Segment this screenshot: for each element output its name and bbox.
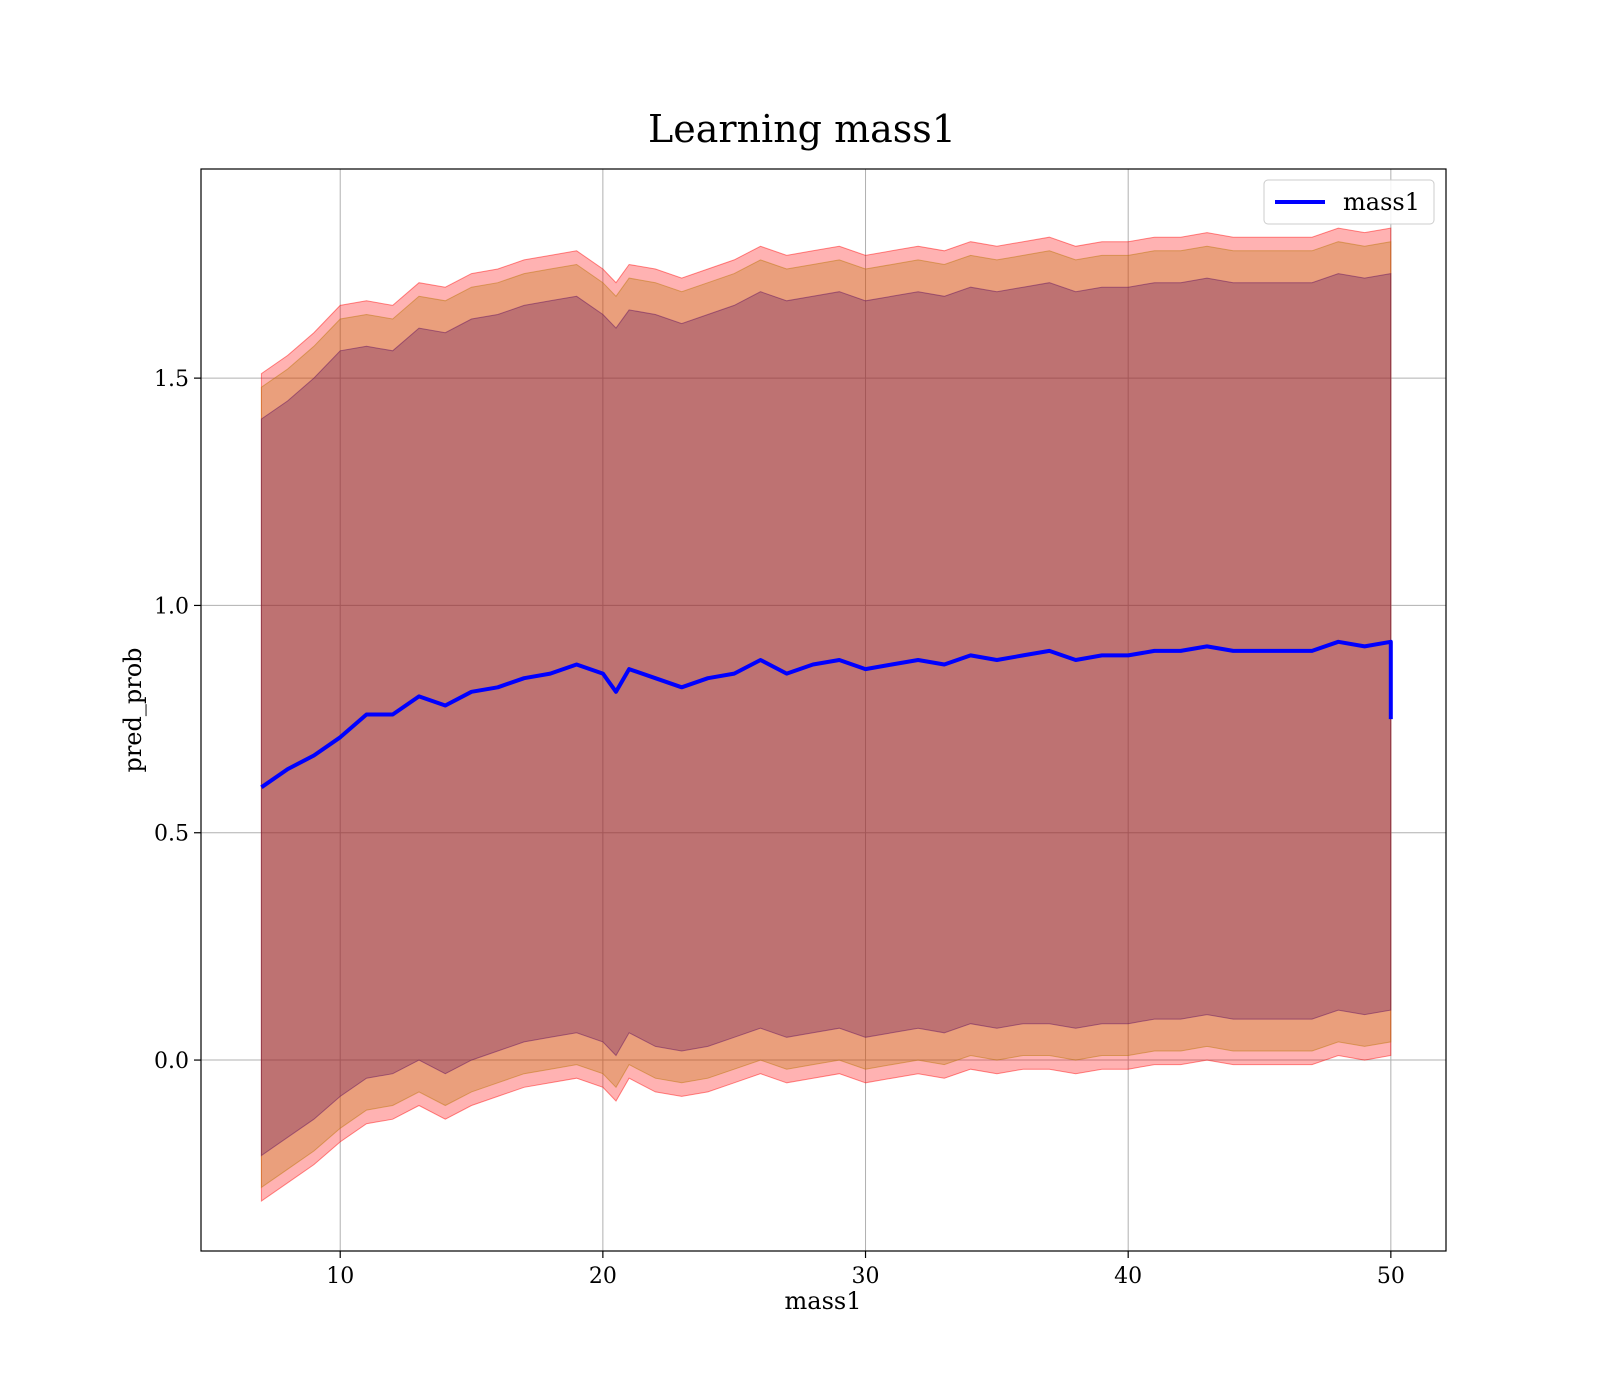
x-tick-label: 20 — [589, 1264, 617, 1289]
x-axis-ticks: 10 20 30 40 50 — [326, 1251, 1405, 1289]
y-axis-label: pred_prob — [119, 647, 147, 772]
confidence-band — [260, 227, 1392, 1202]
series-line-mass1 — [260, 639, 1393, 789]
confidence-bands — [260, 227, 1392, 1202]
legend: mass1 — [1263, 179, 1435, 225]
y-tick-label: 1.5 — [154, 367, 189, 392]
y-tick-label: 1.0 — [154, 594, 189, 619]
x-axis-label: mass1 — [785, 1287, 862, 1315]
y-axis-ticks: 0.0 0.5 1.0 1.5 — [154, 367, 201, 1074]
chart-title: Learning mass1 — [648, 107, 956, 151]
confidence-band — [260, 273, 1392, 1157]
legend-label: mass1 — [1343, 188, 1420, 216]
x-tick-label: 10 — [326, 1264, 354, 1289]
confidence-band — [260, 241, 1392, 1189]
x-tick-label: 40 — [1114, 1264, 1142, 1289]
series-lines — [260, 639, 1393, 789]
legend-box — [1263, 179, 1435, 225]
y-tick-label: 0.0 — [154, 1049, 189, 1074]
plot-frame — [200, 168, 1447, 1252]
y-tick-label: 0.5 — [154, 822, 189, 847]
x-tick-label: 30 — [852, 1264, 880, 1289]
x-tick-label: 50 — [1377, 1264, 1405, 1289]
